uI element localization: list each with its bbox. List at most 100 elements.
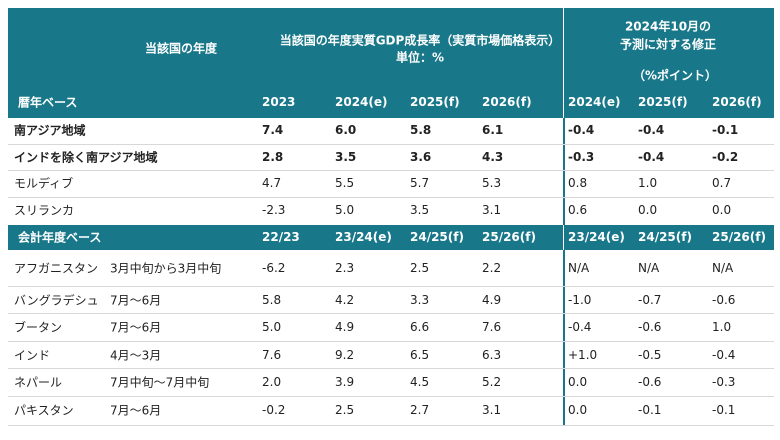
row-separator (8, 425, 774, 426)
row-period: 4月～3月 (110, 348, 162, 363)
cell: -0.6 (638, 320, 662, 334)
row-separator (8, 197, 774, 198)
cell: 4.7 (262, 176, 282, 190)
cell: 3.5 (335, 150, 357, 164)
cell: 2.5 (335, 403, 355, 417)
cell: 5.8 (410, 123, 432, 137)
column-header: 22/23 (262, 230, 300, 244)
divider-header (563, 8, 564, 118)
cell: -2.3 (262, 203, 286, 217)
column-header: 2026(f) (482, 95, 532, 109)
cell: -0.4 (712, 348, 736, 362)
row-period: 7月中旬～7月中旬 (110, 375, 210, 390)
row-separator (8, 313, 774, 314)
header-text: 当該国の年度 (145, 41, 218, 56)
header-band (8, 8, 774, 118)
row-name: アフガニスタン (14, 261, 99, 276)
row-period: 3月中旬から3月中旬 (110, 261, 222, 276)
column-header: 23/24(e) (335, 230, 392, 244)
cell: -0.2 (262, 403, 286, 417)
column-header: 23/24(e) (568, 230, 625, 244)
cell: 2.7 (410, 403, 430, 417)
header-text: （%ポイント） (632, 68, 718, 83)
cell: 1.0 (712, 320, 732, 334)
cell: -0.2 (712, 150, 739, 164)
column-header: 2025(f) (638, 95, 688, 109)
row-period: 7月～6月 (110, 320, 162, 335)
cell: 0.0 (568, 375, 588, 389)
cell: -0.4 (568, 320, 592, 334)
divider (563, 8, 565, 425)
cell: 7.6 (482, 320, 502, 334)
divider-fiscal (563, 225, 564, 250)
cell: -0.1 (712, 123, 739, 137)
column-header: 2024(e) (335, 95, 388, 109)
column-header: 25/26(f) (482, 230, 536, 244)
cell: 3.1 (482, 203, 502, 217)
cell: 4.3 (482, 150, 504, 164)
cell: -0.6 (638, 375, 662, 389)
cell: -1.0 (568, 293, 592, 307)
cell: 5.7 (410, 176, 430, 190)
cell: 5.8 (262, 293, 282, 307)
column-header: 24/25(f) (410, 230, 464, 244)
cell: 3.3 (410, 293, 430, 307)
cell: 0.6 (568, 203, 588, 217)
cell: 2.8 (262, 150, 284, 164)
column-header: 2024(e) (568, 95, 621, 109)
cell: 6.3 (482, 348, 502, 362)
cell: 6.1 (482, 123, 504, 137)
cell: 0.0 (638, 203, 658, 217)
row-separator (8, 341, 774, 342)
column-header: 24/25(f) (638, 230, 692, 244)
cell: 4.5 (410, 375, 430, 389)
cell: 6.0 (335, 123, 357, 137)
header-text: 予測に対する修正 (619, 37, 717, 52)
cell: 7.4 (262, 123, 284, 137)
cell: -0.5 (638, 348, 662, 362)
column-header: 2026(f) (712, 95, 762, 109)
section-label: 会計年度ベース (18, 230, 102, 245)
cell: -0.1 (638, 403, 662, 417)
row-name: インドを除く南アジア地域 (14, 150, 158, 165)
cell: 0.7 (712, 176, 732, 190)
cell: 5.2 (482, 375, 502, 389)
cell: -0.6 (712, 293, 736, 307)
cell: 5.3 (482, 176, 502, 190)
column-header: 25/26(f) (712, 230, 766, 244)
cell: 5.5 (335, 176, 355, 190)
cell: 5.0 (335, 203, 355, 217)
cell: 2.0 (262, 375, 282, 389)
row-name: インド (14, 348, 51, 363)
row-name: スリランカ (14, 203, 75, 218)
column-header: 2025(f) (410, 95, 460, 109)
cell: -0.4 (638, 150, 665, 164)
row-name: ブータン (14, 320, 63, 335)
row-separator (8, 144, 774, 145)
cell: 6.5 (410, 348, 430, 362)
section-label: 暦年ベース (18, 95, 78, 110)
row-separator (8, 368, 774, 369)
cell: 3.6 (410, 150, 432, 164)
row-separator (8, 286, 774, 287)
cell: 6.6 (410, 320, 430, 334)
cell: 2.3 (335, 261, 355, 275)
cell: -0.3 (568, 150, 595, 164)
row-separator (8, 170, 774, 171)
cell: 0.0 (568, 403, 588, 417)
cell: 3.1 (482, 403, 502, 417)
row-period: 7月～6月 (110, 403, 162, 418)
header-text: 単位：% (395, 50, 445, 65)
header-text: 2024年10月の (624, 19, 712, 34)
cell: N/A (568, 261, 590, 275)
row-name: パキスタン (14, 403, 74, 418)
cell: 3.5 (410, 203, 430, 217)
column-header: 2023 (262, 95, 296, 109)
cell: N/A (638, 261, 660, 275)
row-name: モルディブ (14, 176, 74, 191)
cell: N/A (712, 261, 734, 275)
cell: 5.0 (262, 320, 282, 334)
cell: 4.9 (335, 320, 355, 334)
row-period: 7月～6月 (110, 293, 162, 308)
